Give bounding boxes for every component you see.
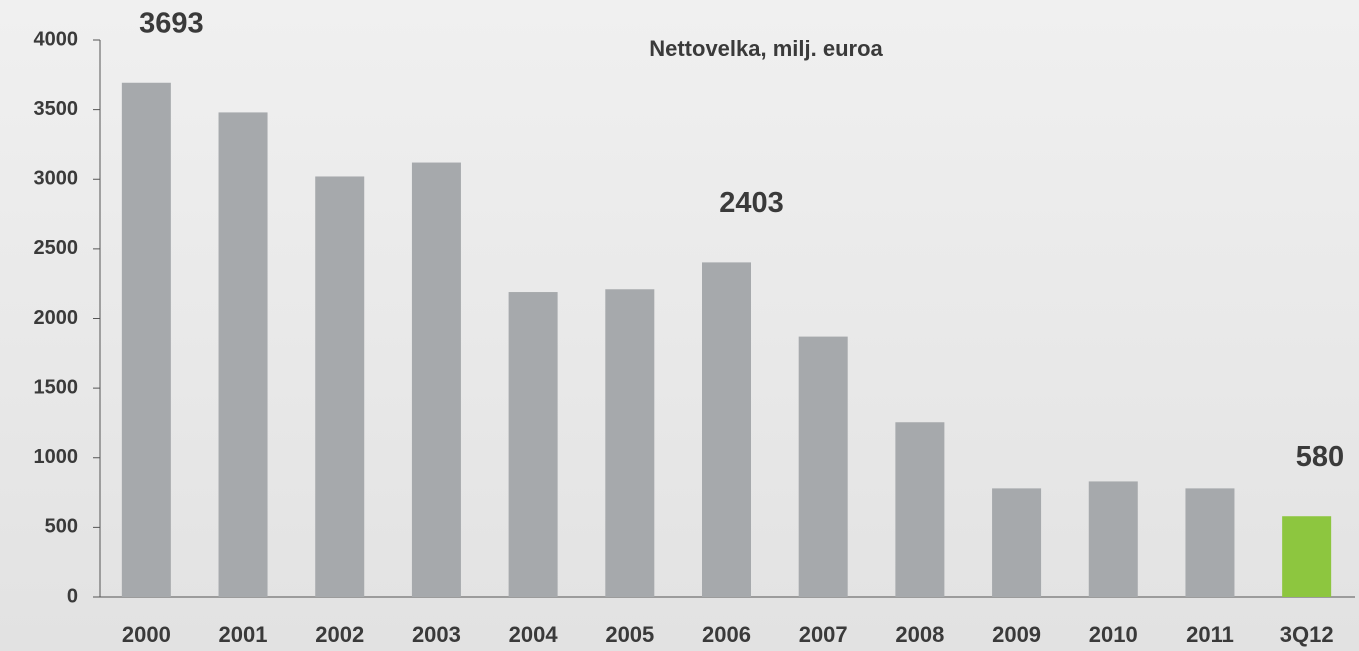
bar	[1282, 516, 1332, 597]
y-tick-label: 500	[45, 516, 78, 538]
data-label: 580	[1296, 441, 1344, 473]
bar	[605, 289, 655, 597]
bar	[315, 176, 365, 597]
x-tick-label: 2007	[799, 622, 848, 647]
x-tick-label: 2006	[702, 622, 751, 647]
y-tick-label: 1500	[34, 376, 79, 398]
data-label: 3693	[139, 7, 204, 39]
data-label: 2403	[719, 187, 784, 219]
bar	[992, 488, 1042, 597]
x-tick-label: 2005	[605, 622, 654, 647]
x-tick-label: 2011	[1186, 622, 1234, 647]
y-tick-label: 3000	[34, 168, 79, 190]
x-tick-label: 2002	[315, 622, 364, 647]
y-tick-label: 2000	[34, 307, 79, 329]
x-tick-label: 2004	[509, 622, 559, 647]
bar	[411, 162, 461, 598]
x-tick-label: 2009	[992, 622, 1041, 647]
x-tick-label: 2008	[895, 622, 944, 647]
y-tick-label: 1000	[34, 446, 79, 468]
y-tick-label: 4000	[34, 28, 79, 50]
x-tick-label: 2003	[412, 622, 461, 647]
bar	[702, 262, 751, 597]
x-tick-label: 2010	[1089, 622, 1138, 647]
x-tick-label: 2000	[122, 622, 171, 647]
bar	[798, 336, 848, 597]
y-tick-label: 3500	[34, 98, 79, 120]
bar	[895, 422, 945, 597]
x-tick-label: 3Q12	[1280, 622, 1334, 647]
bar	[121, 82, 171, 597]
y-tick-label: 2500	[34, 237, 79, 259]
x-tick-label: 2001	[219, 622, 268, 647]
y-tick-label: 0	[67, 585, 78, 607]
chart-title: Nettovelka, milj. euroa	[649, 36, 883, 61]
bar	[1185, 488, 1235, 597]
bar	[508, 292, 558, 597]
bar	[1088, 481, 1138, 597]
bar	[218, 112, 268, 597]
